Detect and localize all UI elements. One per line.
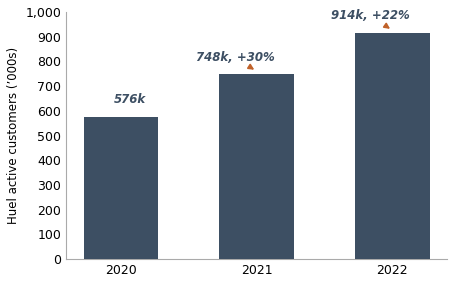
Text: 914k, +22%: 914k, +22% [331,9,410,28]
Y-axis label: Huel active customers (’000s): Huel active customers (’000s) [7,47,20,224]
Bar [84,117,158,259]
Text: 576k: 576k [114,93,146,106]
Text: 748k, +30%: 748k, +30% [196,51,274,69]
Bar [355,33,430,259]
Bar [219,74,294,259]
